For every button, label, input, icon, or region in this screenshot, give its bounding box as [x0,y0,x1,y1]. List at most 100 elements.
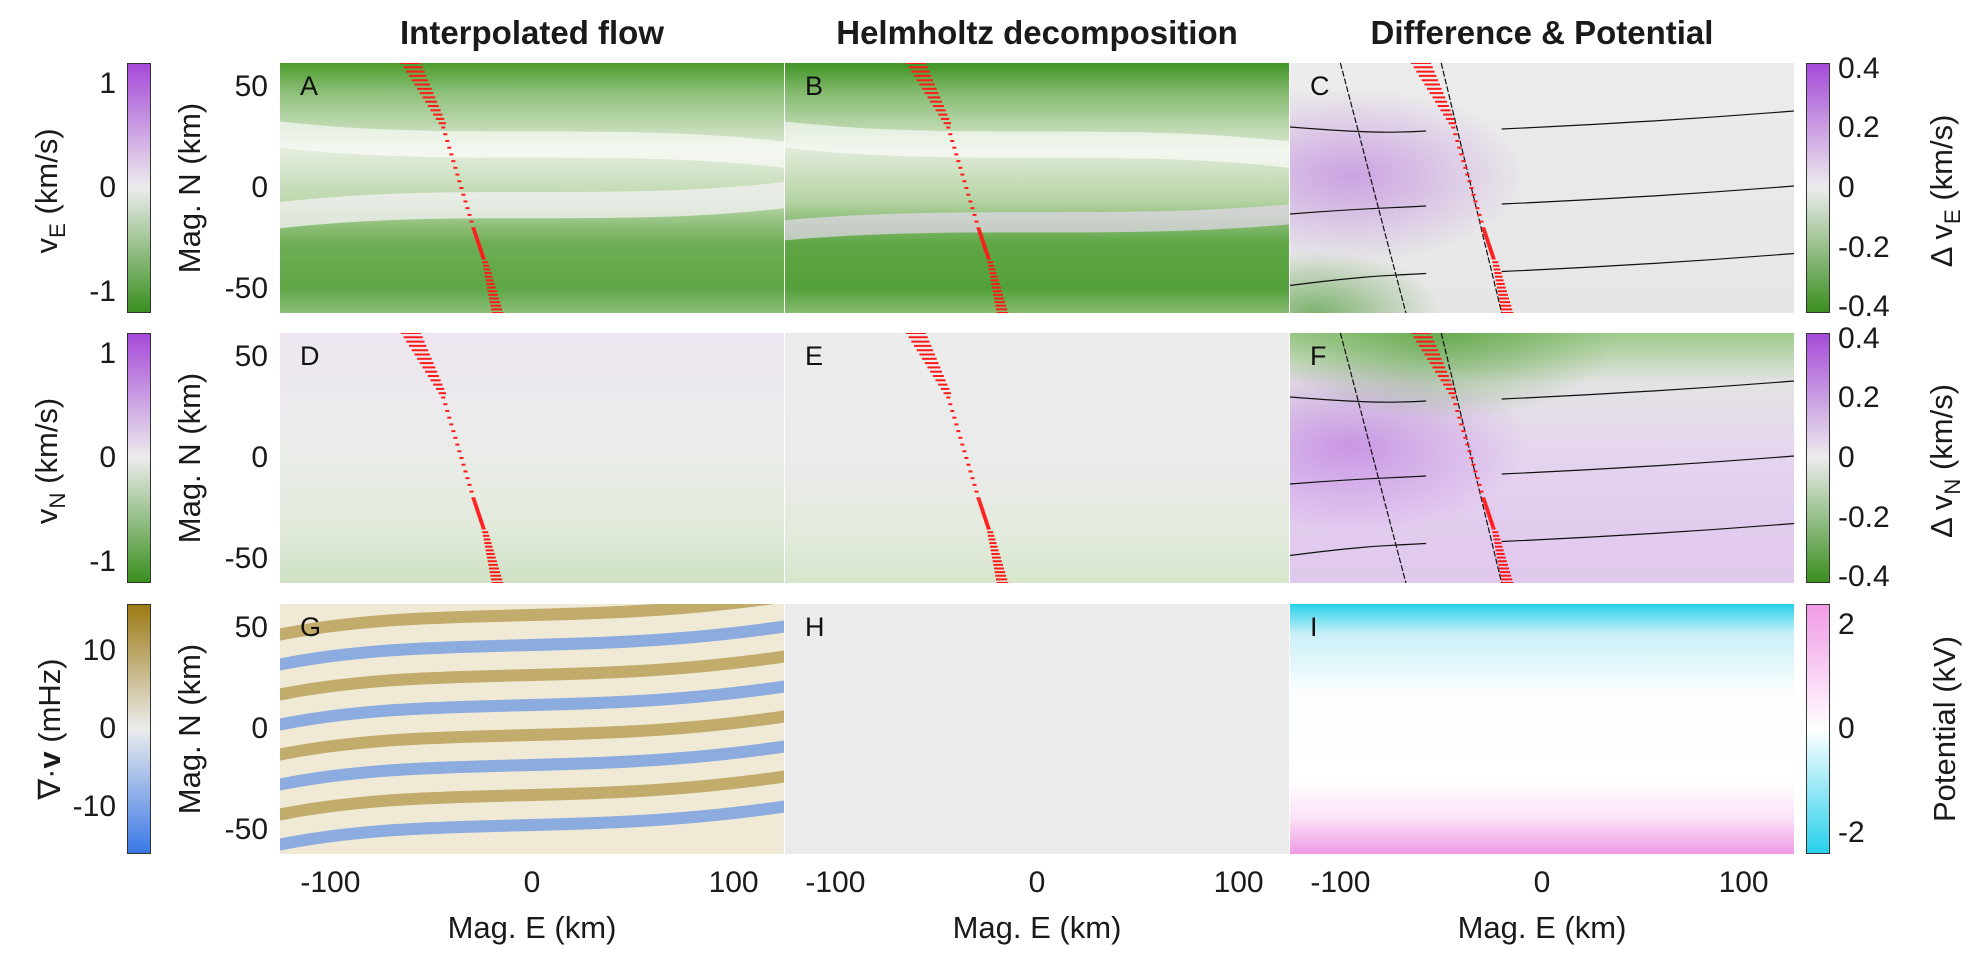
heatmap-panel: I [1290,604,1794,854]
heatmap-field [785,333,1289,583]
colorbar-label: Δ vE (km/s) [1924,114,1965,268]
colorbar-tick-label: -2 [1838,816,1865,850]
heatmap-panel: C [1290,63,1794,313]
x-axis-label: Mag. E (km) [952,910,1122,945]
heatmap-image [785,604,1289,854]
potential-contour [1290,475,1427,485]
y-axis-label: Mag. N (km) [172,102,207,274]
colorbar-left [127,333,151,583]
y-axis-label: Mag. N (km) [172,643,207,815]
heatmap-field [280,333,784,583]
y-tick-label: 0 [251,171,268,204]
potential-contour [1290,126,1427,133]
x-tick-label: -100 [1310,866,1371,899]
colorbar-tick-label: 0 [99,171,116,204]
potential-contour [1501,455,1794,475]
x-tick-label: -100 [805,866,866,899]
colorbar-right [1806,604,1830,854]
column-title: Helmholtz decomposition [836,14,1238,51]
heatmap-panel: E [785,333,1289,583]
divergence-band [280,770,784,821]
potential-contour [1339,63,1407,313]
potential-contour [1501,252,1794,273]
panel-label: I [1310,612,1318,642]
y-tick-label: 50 [234,340,268,374]
potential-contour [1290,542,1427,557]
y-axis-label: Mag. N (km) [172,372,207,544]
potential-contour [1501,522,1794,543]
colorbar-label: vE (km/s) [29,128,70,254]
potential-contour [1339,333,1407,583]
divergence-band [280,800,784,851]
colorbar-tick-label: -1 [89,545,116,579]
colorbar-right [1806,333,1830,583]
heatmap-image [280,63,784,313]
y-tick-label: -50 [224,271,268,305]
heatmap-field [785,604,1289,854]
heatmap-field [280,63,784,313]
difference-region [1290,333,1794,583]
colorbar-tick-label: -1 [89,275,116,309]
panel-label: A [300,71,319,101]
flow-band [280,182,784,229]
heatmap-field [1290,604,1794,854]
colorbar-left [127,63,151,313]
x-tick-label: 100 [1718,866,1769,899]
colorbar-tick-label: -0.2 [1838,500,1890,534]
heatmap-panel: B [785,63,1289,313]
colorbar-tick-label: 10 [82,633,116,667]
y-tick-label: 50 [234,611,268,645]
panel-label: G [300,612,322,642]
heatmap-image [1290,333,1794,583]
x-tick-label: 0 [1533,866,1551,899]
x-tick-label: 100 [1213,866,1264,899]
colorbar-tick-label: 0 [1838,171,1855,204]
divergence-band [280,620,784,671]
flow-band [785,204,1289,241]
colorbar-tick-label: 0.4 [1838,321,1880,355]
colorbar-tick-label: 0 [1838,712,1855,745]
difference-region [1290,63,1794,313]
heatmap-field [785,63,1289,313]
heatmap-image [280,604,784,854]
heatmap-image [785,63,1289,313]
colorbar-tick-label: 0 [99,441,116,474]
potential-contour [1290,272,1427,287]
panel-label: B [805,71,824,101]
column-title: Difference & Potential [1370,14,1714,51]
heatmap-panel: H [785,604,1289,854]
colorbar-tick-label: 1 [99,66,116,100]
colorbar-tick-label: -10 [72,790,116,824]
x-tick-label: 0 [523,866,541,899]
colorbar-label: ∇·v (mHz) [32,658,67,800]
y-tick-label: -50 [224,812,268,846]
potential-contour [1290,396,1427,403]
colorbar-label: Potential (kV) [1927,635,1962,823]
panel-label: F [1310,341,1327,371]
panel-label: C [1310,71,1330,101]
colorbar-tick-label: 0.4 [1838,51,1880,85]
colorbar-tick-label: 0 [1838,441,1855,474]
heatmap-panel: G [280,604,784,854]
divergence-band [280,710,784,761]
panel-label: E [805,341,824,371]
heatmap-image [1290,604,1794,854]
x-axis-label: Mag. E (km) [1457,910,1627,945]
colorbar-tick-label: 0.2 [1838,111,1880,145]
colorbar-tick-label: 0 [99,712,116,745]
y-tick-label: 0 [251,712,268,745]
colorbar-tick-label: -0.2 [1838,230,1890,264]
divergence-band [280,740,784,791]
colorbar-tick-label: -0.4 [1838,290,1890,324]
column-title: Interpolated flow [400,14,664,51]
heatmap-image [280,333,784,583]
x-tick-label: -100 [300,866,361,899]
panel-label: D [300,341,320,371]
y-tick-label: 0 [251,441,268,474]
divergence-band [280,680,784,731]
colorbar-tick-label: -0.4 [1838,560,1890,594]
panel-label: H [805,612,825,642]
y-tick-label: 50 [234,70,268,104]
colorbar-tick-label: 1 [99,336,116,370]
